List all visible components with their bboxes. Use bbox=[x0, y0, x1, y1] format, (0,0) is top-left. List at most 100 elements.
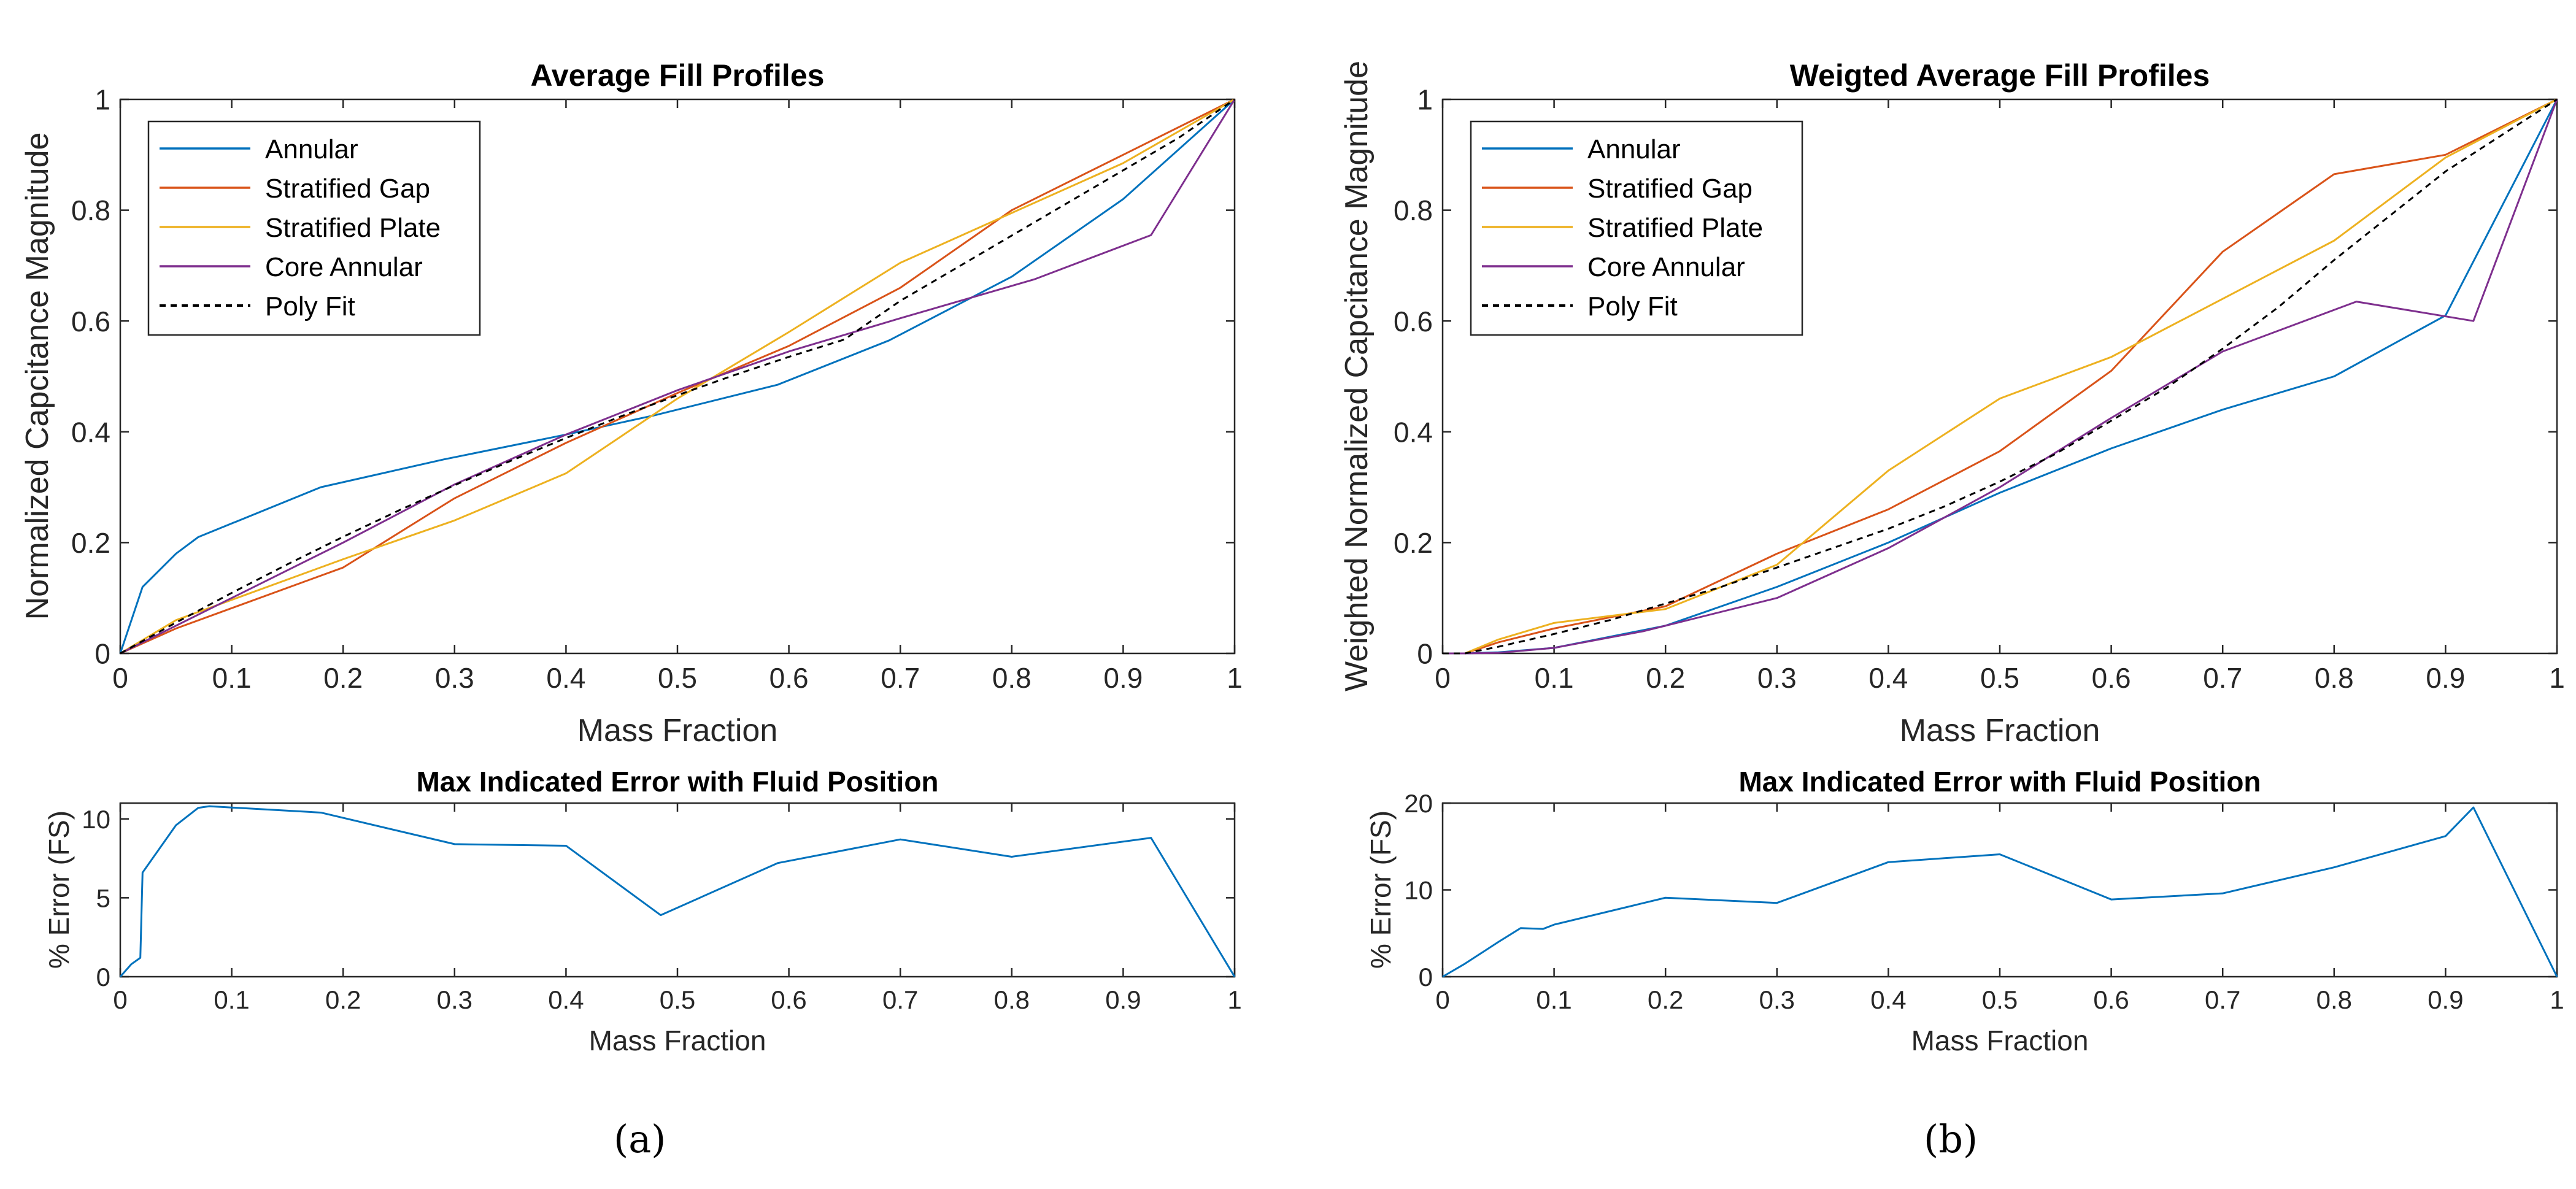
panel-b-main-ytick-label: 0.2 bbox=[1394, 527, 1433, 559]
panel-a-main-ytick-label: 0.4 bbox=[71, 416, 110, 448]
panel-b-error-ytick-label: 0 bbox=[1419, 963, 1433, 991]
panel-a-main-series-stratified-plate bbox=[120, 98, 1235, 655]
panel-a-legend-box bbox=[147, 120, 481, 336]
panel-b-main-xtick-label: 0.6 bbox=[2092, 662, 2131, 694]
panel-a-main-xtick-label: 0.6 bbox=[769, 662, 809, 694]
panel-a-error-xtick-label: 0.3 bbox=[437, 985, 472, 1014]
panel-b-main-ytick-label: 1 bbox=[1417, 84, 1433, 116]
panel-b-error-xtick-label: 0.9 bbox=[2428, 985, 2463, 1014]
panel-b-error-xtick-label: 1 bbox=[2550, 985, 2564, 1014]
panel-a-error-xtick-label: 0 bbox=[113, 985, 127, 1014]
panel-a-error-xtick-label: 0.6 bbox=[771, 985, 806, 1014]
panel-b-legend-label-annular: Annular bbox=[1587, 134, 1681, 164]
panel-b-main-series-poly-fit bbox=[1443, 98, 2558, 655]
panel-b-legend: Annular Stratified Gap Stratified Plate Cor… bbox=[1470, 120, 1803, 336]
panel-b-main-xlabel: Mass Fraction bbox=[1900, 713, 2100, 748]
panel-a-error-title: Max Indicated Error with Fluid Position bbox=[416, 766, 938, 798]
panel-b-error-xtick-label: 0.4 bbox=[1870, 985, 1906, 1014]
panel-a-legend-label-stratified-gap: Stratified Gap bbox=[265, 174, 430, 204]
panel-b-main-chart: 0 0.1 0.2 0.3 0.4 0.5 0.6 0.7 0.8 0.9 1 0 0.2 0.4 0.6 0… bbox=[1339, 58, 2565, 748]
panel-a-error-xtick-label: 0.8 bbox=[994, 985, 1030, 1014]
panel-b-error-xlabel: Mass Fraction bbox=[1911, 1025, 2089, 1056]
panel-b-error-xtick-label: 0.8 bbox=[2316, 985, 2352, 1014]
panel-a-error-series-max-error bbox=[119, 805, 1236, 977]
panel-a-legend: Annular Stratified Gap Stratified Plate Cor… bbox=[147, 120, 481, 336]
panel-b-main-xtick-label: 0.8 bbox=[2315, 662, 2354, 694]
panel-a-error-xtick-label: 0.5 bbox=[660, 985, 695, 1014]
panel-a-main-ytick-label: 0.8 bbox=[71, 194, 110, 226]
panel-a-main-xtick-label: 0.1 bbox=[212, 662, 252, 694]
panel-a-main-series-poly-fit bbox=[120, 98, 1235, 655]
panel-a-main-ytick-label: 0.2 bbox=[71, 527, 110, 559]
panel-b-error-xtick-label: 0.7 bbox=[2205, 985, 2240, 1014]
panel-a-main-xtick-label: 0.3 bbox=[435, 662, 474, 694]
panel-a-error-xtick-label: 0.4 bbox=[548, 985, 584, 1014]
panel-a-legend-label-stratified-plate: Stratified Plate bbox=[265, 213, 441, 243]
panel-a-error-plot-area bbox=[119, 802, 1236, 978]
panel-b-main-xtick-label: 0.4 bbox=[1868, 662, 1908, 694]
panel-b-error-xtick-label: 0.5 bbox=[1982, 985, 2018, 1014]
panel-a-main-title: Average Fill Profiles bbox=[531, 58, 825, 93]
panel-b-main-ytick-label: 0.6 bbox=[1394, 306, 1433, 337]
panel-b-main-xtick-label: 0.9 bbox=[2426, 662, 2465, 694]
panel-b-legend-label-poly-fit: Poly Fit bbox=[1587, 291, 1678, 321]
panel-b-main-xtick-label: 0.1 bbox=[1535, 662, 1574, 694]
panel-a-error-ylabel: % Error (FS) bbox=[43, 810, 75, 969]
panel-b-error-xtick-label: 0.2 bbox=[1648, 985, 1683, 1014]
panel-a-error-xlabel: Mass Fraction bbox=[589, 1025, 766, 1056]
panel-b-main-series-stratified-plate bbox=[1443, 98, 2558, 655]
panel-a-main-chart: 0 0.1 0.2 0.3 0.4 0.5 0.6 0.7 0.8 0.9 1 0 0.2 0.4 0.6 0… bbox=[20, 58, 1243, 748]
panel-a-error-xtick-label: 0.7 bbox=[882, 985, 918, 1014]
panel-a-main-ylabel: Normalized Capcitance Magnitude bbox=[20, 133, 55, 620]
panel-a-error-ytick-label: 0 bbox=[96, 963, 110, 991]
panel-b-error-xtick-label: 0.1 bbox=[1536, 985, 1571, 1014]
panel-b-legend-label-core-annular: Core Annular bbox=[1587, 252, 1745, 282]
panel-b-error-plot-area bbox=[1441, 802, 2558, 978]
panel-a-main-series-stratified-gap bbox=[120, 98, 1235, 655]
panel-a-main-xtick-label: 0 bbox=[112, 662, 128, 694]
panel-b-main-xtick-label: 0.5 bbox=[1980, 662, 2019, 694]
panel-a-legend-label-annular: Annular bbox=[265, 134, 358, 164]
panel-b-main-xtick-label: 0.3 bbox=[1757, 662, 1797, 694]
panel-a-caption: (a) bbox=[614, 1117, 666, 1161]
panel-b-main-ytick-label: 0 bbox=[1417, 638, 1433, 670]
panel-b-legend-label-stratified-plate: Stratified Plate bbox=[1587, 213, 1763, 243]
panel-b-legend-label-stratified-gap: Stratified Gap bbox=[1587, 174, 1753, 204]
panel-b-error-title: Max Indicated Error with Fluid Position bbox=[1738, 766, 2261, 798]
panel-a-main-ytick-label: 0 bbox=[94, 638, 110, 670]
panel-b-error-series-max-error bbox=[1442, 806, 2558, 978]
panel-a-main-xtick-label: 1 bbox=[1227, 662, 1243, 694]
panel-a-main-xtick-label: 0.5 bbox=[658, 662, 697, 694]
panel-b-error-xtick-label: 0.3 bbox=[1759, 985, 1795, 1014]
panel-b-main-ylabel: Weighted Normalized Capcitance Magnitude bbox=[1339, 61, 1375, 691]
panel-a-error-ytick-label: 10 bbox=[82, 805, 110, 834]
panel-a-error-xtick-label: 1 bbox=[1227, 985, 1241, 1014]
panel-a-main-series-core-annular bbox=[120, 99, 1236, 655]
panel-a-main-xlabel: Mass Fraction bbox=[577, 713, 778, 748]
panel-b-error-xtick-label: 0 bbox=[1435, 985, 1449, 1014]
panel-a-main-xtick-label: 0.8 bbox=[992, 662, 1032, 694]
panel-a-error-ytick-label: 5 bbox=[96, 883, 110, 912]
panel-a-error-xtick-label: 0.1 bbox=[214, 985, 249, 1014]
panel-b-legend-box bbox=[1470, 120, 1803, 336]
panel-a-main-ytick-label: 1 bbox=[94, 84, 110, 116]
panel-b-main-title: Weigted Average Fill Profiles bbox=[1790, 58, 2210, 93]
panel-b-main-series-stratified-gap bbox=[1443, 98, 2558, 655]
panel-b-main-xtick-label: 1 bbox=[2549, 662, 2565, 694]
panel-a-main-xtick-label: 0.9 bbox=[1103, 662, 1143, 694]
panel-b-error-ytick-label: 10 bbox=[1404, 876, 1433, 905]
panel-a-main-xtick-label: 0.4 bbox=[546, 662, 585, 694]
panel-b-main-ytick-label: 0.4 bbox=[1394, 416, 1433, 448]
panel-b-main-ytick-label: 0.8 bbox=[1394, 194, 1433, 226]
panel-b-caption: (b) bbox=[1924, 1117, 1978, 1161]
panel-a-main-xtick-label: 0.2 bbox=[323, 662, 363, 694]
panel-b-main-xtick-label: 0.7 bbox=[2203, 662, 2242, 694]
panel-a-legend-label-core-annular: Core Annular bbox=[265, 252, 423, 282]
panel-b-error-xtick-label: 0.6 bbox=[2093, 985, 2129, 1014]
panel-a-error-xtick-label: 0.2 bbox=[325, 985, 361, 1014]
panel-b-main-xtick-label: 0.2 bbox=[1646, 662, 1685, 694]
panel-b-error-ytick-label: 20 bbox=[1404, 789, 1433, 818]
